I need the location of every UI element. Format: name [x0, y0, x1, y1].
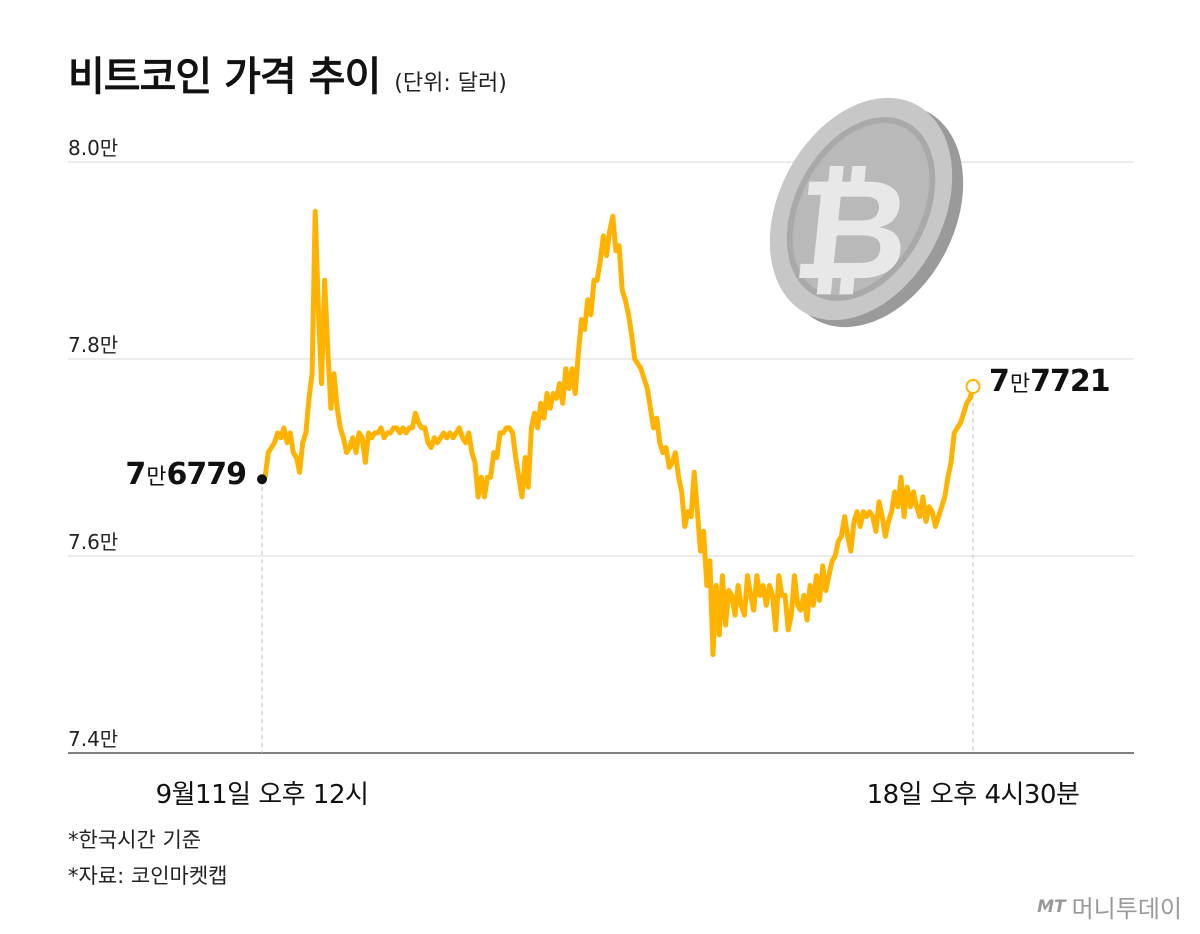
- unit-label: (단위: 달러): [394, 71, 507, 96]
- start-point: [257, 474, 267, 485]
- source-note: *자료: 코인마켓캡: [68, 864, 228, 888]
- brand-name: 머니투데이: [1071, 895, 1182, 923]
- chart-header: 비트코인 가격 추이 (단위: 달러): [68, 44, 507, 102]
- y-tick-label: 7.8만: [68, 333, 119, 357]
- svg-text:₿: ₿: [787, 151, 918, 308]
- bitcoin-coin-icon: ₿: [769, 97, 964, 328]
- start-value-label: 7만6779: [125, 457, 247, 493]
- brand-logo: MT 머니투데이: [1037, 889, 1182, 924]
- chart-title: 비트코인 가격 추이: [68, 54, 381, 100]
- y-tick-label: 8.0만: [68, 136, 119, 160]
- y-tick-label: 7.6만: [68, 530, 119, 554]
- end-point: [965, 378, 981, 394]
- end-value-label: 7만7721: [989, 364, 1111, 400]
- timezone-note: *한국시간 기준: [68, 828, 202, 852]
- brand-mark: MT: [1037, 896, 1066, 917]
- reference-lines: [261, 386, 974, 753]
- y-tick-label: 7.4만: [68, 727, 119, 751]
- x-tick-label: 18일 오후 4시30분: [866, 780, 1080, 810]
- x-tick-label: 9월11일 오후 12시: [155, 780, 369, 810]
- price-line: [259, 208, 976, 657]
